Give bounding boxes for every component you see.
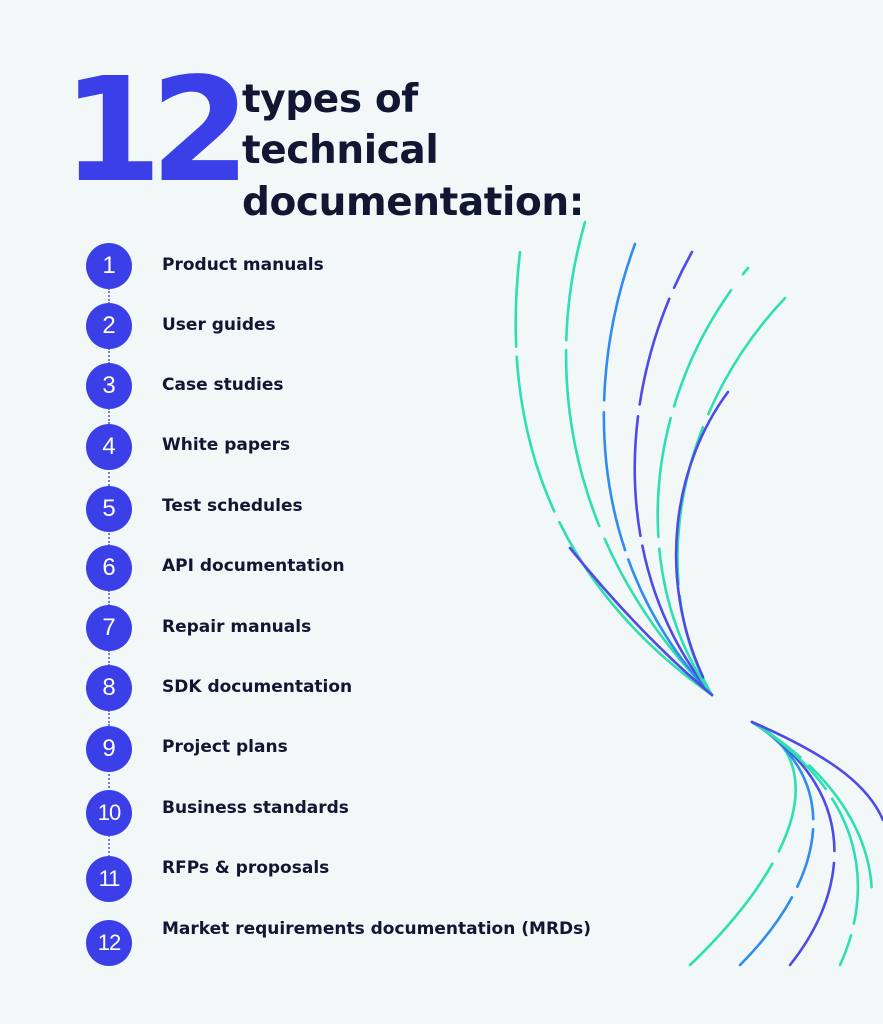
list-item-label-5: Test schedules — [162, 496, 303, 516]
headline-number: 12 — [62, 46, 250, 214]
list-item-label-7: Repair manuals — [162, 617, 312, 637]
wave-line-11 — [750, 720, 836, 967]
list-connector — [108, 530, 110, 546]
list-item-label-10: Business standards — [162, 798, 349, 818]
list-connector — [108, 288, 110, 304]
wave-line-9 — [688, 720, 797, 967]
list-connector — [108, 710, 110, 726]
wave-line-12 — [750, 720, 860, 967]
list-item-number-5: 5 — [86, 486, 132, 532]
wave-line-13 — [750, 720, 874, 952]
list-item-label-12: Market requirements documentation (MRDs) — [162, 919, 592, 939]
headline-title-line-1: types of technical — [242, 77, 439, 174]
list-connector — [108, 835, 110, 857]
list-item-number-8: 8 — [86, 665, 132, 711]
list-connector — [108, 590, 110, 606]
list-item-number-12: 12 — [86, 920, 132, 966]
list-item-label-4: White papers — [162, 435, 291, 455]
list-item-label-11: RFPs & proposals — [162, 858, 330, 878]
headline: 12 types of technical documentation: — [62, 58, 622, 225]
list-item-number-3: 3 — [86, 363, 132, 409]
documentation-types-list: 1 Product manuals 2 User guides 3 Case s… — [86, 243, 592, 966]
list-item-number-4: 4 — [86, 424, 132, 470]
list-connector — [108, 348, 110, 364]
list-connector — [108, 770, 110, 788]
list-item-number-9: 9 — [86, 726, 132, 772]
list-item-number-11: 11 — [86, 856, 132, 902]
wave-line-14 — [750, 720, 883, 822]
headline-title: types of technical documentation: — [242, 74, 622, 228]
list-item-label-3: Case studies — [162, 375, 284, 395]
list-connector — [108, 408, 110, 424]
wave-line-10 — [738, 720, 815, 967]
list-item-number-7: 7 — [86, 605, 132, 651]
list-item-label-8: SDK documentation — [162, 677, 353, 697]
list-connector — [108, 650, 110, 666]
list-item-number-2: 2 — [86, 303, 132, 349]
list-item-label-9: Project plans — [162, 737, 288, 757]
list-item-number-1: 1 — [86, 243, 132, 289]
list-item-number-10: 10 — [86, 790, 132, 836]
list-item-label-1: Product manuals — [162, 255, 324, 275]
list-item-number-6: 6 — [86, 545, 132, 591]
headline-title-line-2: documentation: — [242, 179, 584, 225]
list-item-label-2: User guides — [162, 315, 276, 335]
list-item-label-6: API documentation — [162, 556, 345, 576]
list-connector — [108, 468, 110, 486]
